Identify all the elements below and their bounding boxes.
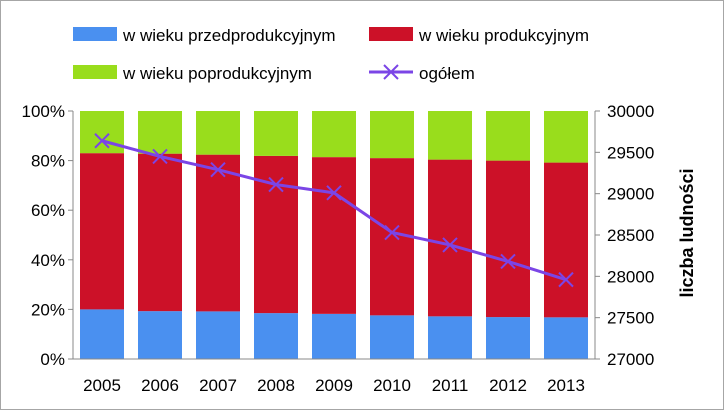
y-right-tick-label: 30000 bbox=[607, 102, 654, 121]
x-tick-label-2007: 2007 bbox=[199, 376, 237, 395]
bar-1-2012 bbox=[486, 317, 530, 359]
point-ogolem-2010 bbox=[384, 224, 400, 241]
bar-3-2006 bbox=[138, 111, 182, 154]
bar-2-2005 bbox=[80, 153, 124, 310]
point-ogolem-2011 bbox=[442, 237, 458, 253]
x-tick-label-2009: 2009 bbox=[315, 376, 353, 395]
bar-3-2008 bbox=[254, 111, 298, 156]
x-tick-label-2006: 2006 bbox=[141, 376, 179, 395]
y-left-tick-label: 20% bbox=[31, 300, 65, 319]
bar-1-2011 bbox=[428, 316, 472, 359]
legend: w wieku przedprodukcyjnym w wieku produk… bbox=[73, 26, 589, 83]
point-ogolem-2012 bbox=[500, 253, 516, 270]
x-tick-label-2005: 2005 bbox=[83, 376, 121, 395]
bar-2-2013 bbox=[544, 162, 588, 318]
bar-2-2012 bbox=[486, 160, 530, 318]
bar-2-2009 bbox=[312, 157, 356, 314]
y-right-tick-label: 27500 bbox=[607, 309, 654, 328]
bar-3-2007 bbox=[196, 111, 240, 155]
x-tick-label-2011: 2011 bbox=[432, 376, 469, 395]
legend-swatch-przedprodukcyjnym bbox=[73, 27, 117, 41]
x-tick-label-2013: 2013 bbox=[547, 376, 585, 395]
legend-label-ogolem: ogółem bbox=[419, 64, 475, 83]
bar-3-2010 bbox=[370, 111, 414, 159]
point-ogolem-2008 bbox=[268, 176, 284, 193]
y-axis-right-title: liczba ludności bbox=[677, 168, 697, 297]
bar-1-2010 bbox=[370, 315, 414, 359]
bar-3-2005 bbox=[80, 111, 124, 154]
legend-swatch-poprodukcyjnym bbox=[73, 65, 117, 79]
y-left-tick-label: 60% bbox=[31, 201, 65, 220]
bar-1-2013 bbox=[544, 317, 588, 359]
x-axis: 2005 2006 2007 2008 2009 2010 2011 2012 2013 bbox=[73, 358, 595, 395]
bar-2-2007 bbox=[196, 154, 240, 312]
bar-2-2011 bbox=[428, 159, 472, 317]
y-left-tick-label: 100% bbox=[22, 102, 65, 121]
point-ogolem-2006 bbox=[152, 148, 168, 165]
bar-3-2011 bbox=[428, 111, 472, 160]
bar-3-2012 bbox=[486, 111, 530, 161]
y-right-tick-label: 29000 bbox=[607, 185, 654, 204]
y-left-tick-label: 80% bbox=[31, 152, 65, 171]
point-ogolem-2009 bbox=[326, 185, 342, 201]
legend-label-poprodukcyjnym: w wieku poprodukcyjnym bbox=[122, 64, 312, 83]
bar-3-2009 bbox=[312, 111, 356, 158]
bar-2-2006 bbox=[138, 153, 182, 312]
point-ogolem-2007 bbox=[210, 161, 226, 178]
bar-1-2008 bbox=[254, 313, 298, 359]
y-axis-left: 0% 20% 40% 60% 80% 100% bbox=[22, 102, 74, 369]
y-left-tick-label: 40% bbox=[31, 251, 65, 270]
y-right-tick-label: 29500 bbox=[607, 143, 654, 162]
plot-area bbox=[80, 111, 588, 359]
legend-marker-ogolem bbox=[369, 64, 413, 80]
bar-1-2005 bbox=[80, 309, 124, 359]
bar-1-2006 bbox=[138, 311, 182, 359]
y-left-tick-label: 0% bbox=[40, 350, 65, 369]
y-right-tick-label: 27000 bbox=[607, 350, 654, 369]
bar-1-2009 bbox=[312, 313, 356, 359]
legend-swatch-produkcyjnym bbox=[369, 27, 413, 41]
bar-1-2007 bbox=[196, 311, 240, 359]
y-right-tick-label: 28000 bbox=[607, 267, 654, 286]
legend-label-produkcyjnym: w wieku produkcyjnym bbox=[418, 26, 589, 45]
point-ogolem-2005 bbox=[94, 133, 110, 149]
bar-3-2013 bbox=[544, 111, 588, 163]
legend-label-przedprodukcyjnym: w wieku przedprodukcyjnym bbox=[122, 26, 336, 45]
y-right-tick-label: 28500 bbox=[607, 226, 654, 245]
x-tick-label-2010: 2010 bbox=[373, 376, 411, 395]
x-tick-label-2008: 2008 bbox=[257, 376, 295, 395]
y-axis-right: 27000 27500 28000 28500 29000 29500 30000 bbox=[594, 102, 654, 369]
point-ogolem-2013 bbox=[558, 271, 574, 288]
x-tick-label-2012: 2012 bbox=[489, 376, 527, 395]
